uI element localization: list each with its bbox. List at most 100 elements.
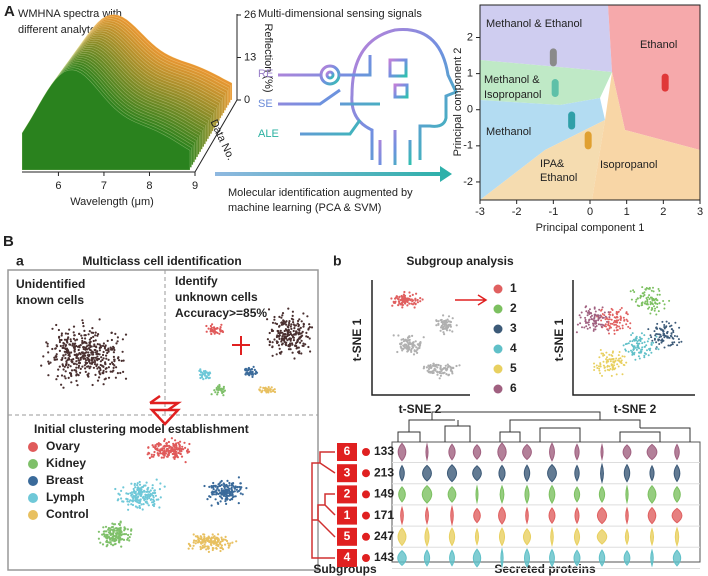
cell-dot [602,354,605,357]
cell-dot [218,542,221,545]
cell-dot [273,315,276,319]
cell-dot [630,298,633,301]
cell-dot [84,341,87,344]
cell-dot [162,445,165,448]
cell-dot [92,356,95,359]
cell-dot [657,339,660,342]
cell-dot [120,489,123,492]
cell-dot [448,320,452,323]
x-tick-label: -3 [475,206,485,218]
cell-dot [116,340,119,343]
signal-label: RE [258,68,273,80]
cell-dot [105,357,108,360]
cell-dot [136,482,139,485]
cell-dot [209,330,212,333]
cell-dot [641,348,643,351]
violin [447,485,457,503]
cell-dot [99,363,102,367]
cell-dot [658,293,661,296]
cell-dot [275,322,279,326]
cell-dot [45,341,48,344]
cell-dot [445,329,449,332]
cell-dot [266,338,269,341]
cell-dot [181,445,184,448]
cell-dot [411,303,415,306]
cell-dot [215,491,218,494]
cell-dot [119,531,122,534]
cell-dot [616,321,619,324]
cell-dot [224,535,227,539]
axes [371,280,470,396]
cell-dot [607,322,610,324]
marker-cross [232,336,250,355]
cell-dot [280,321,283,324]
cell-dot [652,341,655,344]
cell-dot [178,447,182,450]
violin [423,549,431,567]
cell-dot [96,379,100,382]
cell-dot [643,291,646,294]
violin [449,549,455,567]
cell-dot [69,365,72,368]
cell-dot [616,325,619,327]
cell-dot [608,332,610,335]
y-tick-label: -1 [463,140,473,152]
subgroup-count: 149 [374,487,394,501]
cell-dot [120,545,123,548]
cell-dot [117,492,120,495]
cell-dot [638,357,641,360]
cell-dot [94,348,97,352]
cell-dot [217,502,220,505]
cell-dot [210,332,213,336]
cell-dot [98,343,101,346]
cell-dot [108,527,111,530]
x-tick-label: 7 [101,180,107,192]
cell-dot [666,330,669,333]
violin [573,527,581,547]
cell-dot [79,358,82,361]
cell-dot [663,336,666,339]
cell-dot [72,325,76,328]
cell-dot [142,503,145,506]
cell-dot [172,442,175,445]
cell-dot [244,373,247,376]
cell-dot [211,541,214,544]
cell-dot [54,347,57,350]
cell-dot [247,366,250,370]
violin [650,548,654,568]
cell-dot [631,340,634,343]
cell-dot [410,350,413,353]
cell-dot [447,315,451,318]
cell-dot [184,446,187,449]
cell-dot [218,332,221,335]
cell-dot [154,448,157,451]
cell-dot [170,448,173,451]
cell-dot [287,344,290,347]
cell-dot [178,452,181,455]
cell-dot [285,323,288,326]
cell-dot [74,342,77,345]
cell-dot [626,313,629,316]
cell-dot [72,362,75,365]
cell-dot [58,340,62,344]
cell-dot [203,538,206,541]
cell-dot [152,498,155,501]
cell-dot [604,315,607,318]
subgroup-dot [362,554,370,562]
cell-dot [55,358,59,361]
cell-dot [224,488,227,491]
cell-dot [655,297,658,300]
cell-dot [230,482,233,485]
cell-dot [156,452,159,455]
violin [672,549,682,567]
cell-dot [668,322,670,325]
cell-dot [111,535,114,539]
cell-dot [58,336,61,339]
cell-dot [80,334,83,337]
cell-dot [152,445,155,448]
cell-dot [290,323,293,326]
cell-dot [220,536,223,539]
cell-dot [397,300,401,303]
cell-dot [647,296,650,299]
cell-dot [251,375,254,378]
